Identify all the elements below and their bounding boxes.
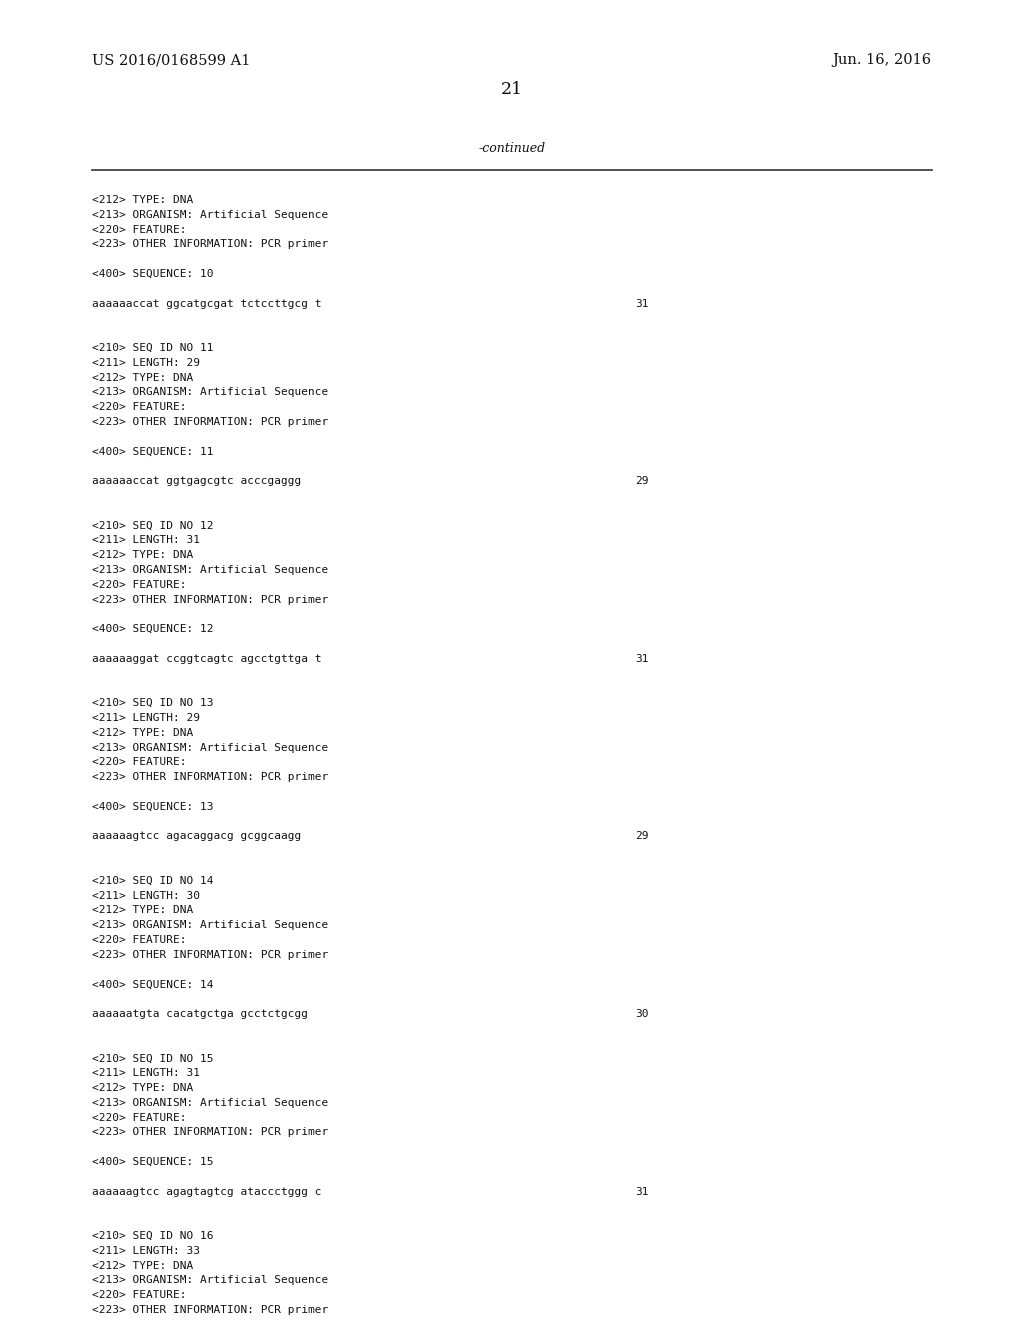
Text: <400> SEQUENCE: 10: <400> SEQUENCE: 10 [92, 269, 214, 279]
Text: 31: 31 [635, 1187, 648, 1197]
Text: <223> OTHER INFORMATION: PCR primer: <223> OTHER INFORMATION: PCR primer [92, 1127, 329, 1138]
Text: <211> LENGTH: 30: <211> LENGTH: 30 [92, 891, 200, 900]
Text: <211> LENGTH: 33: <211> LENGTH: 33 [92, 1246, 200, 1255]
Text: aaaaaaggat ccggtcagtc agcctgttga t: aaaaaaggat ccggtcagtc agcctgttga t [92, 653, 322, 664]
Text: <223> OTHER INFORMATION: PCR primer: <223> OTHER INFORMATION: PCR primer [92, 1305, 329, 1315]
Text: <210> SEQ ID NO 15: <210> SEQ ID NO 15 [92, 1053, 214, 1064]
Text: <210> SEQ ID NO 12: <210> SEQ ID NO 12 [92, 520, 214, 531]
Text: <400> SEQUENCE: 13: <400> SEQUENCE: 13 [92, 801, 214, 812]
Text: 30: 30 [635, 1008, 648, 1019]
Text: <213> ORGANISM: Artificial Sequence: <213> ORGANISM: Artificial Sequence [92, 210, 329, 220]
Text: 29: 29 [635, 832, 648, 841]
Text: <223> OTHER INFORMATION: PCR primer: <223> OTHER INFORMATION: PCR primer [92, 594, 329, 605]
Text: <213> ORGANISM: Artificial Sequence: <213> ORGANISM: Artificial Sequence [92, 1275, 329, 1286]
Text: <223> OTHER INFORMATION: PCR primer: <223> OTHER INFORMATION: PCR primer [92, 950, 329, 960]
Text: <212> TYPE: DNA: <212> TYPE: DNA [92, 550, 194, 560]
Text: <400> SEQUENCE: 15: <400> SEQUENCE: 15 [92, 1158, 214, 1167]
Text: <400> SEQUENCE: 12: <400> SEQUENCE: 12 [92, 624, 214, 634]
Text: <211> LENGTH: 31: <211> LENGTH: 31 [92, 1068, 200, 1078]
Text: <210> SEQ ID NO 16: <210> SEQ ID NO 16 [92, 1232, 214, 1241]
Text: <212> TYPE: DNA: <212> TYPE: DNA [92, 1261, 194, 1271]
Text: <213> ORGANISM: Artificial Sequence: <213> ORGANISM: Artificial Sequence [92, 387, 329, 397]
Text: <220> FEATURE:: <220> FEATURE: [92, 935, 186, 945]
Text: aaaaaaccat ggtgagcgtc acccgaggg: aaaaaaccat ggtgagcgtc acccgaggg [92, 477, 301, 486]
Text: aaaaaagtcc agacaggacg gcggcaagg: aaaaaagtcc agacaggacg gcggcaagg [92, 832, 301, 841]
Text: 31: 31 [635, 653, 648, 664]
Text: <220> FEATURE:: <220> FEATURE: [92, 1290, 186, 1300]
Text: <220> FEATURE:: <220> FEATURE: [92, 403, 186, 412]
Text: <213> ORGANISM: Artificial Sequence: <213> ORGANISM: Artificial Sequence [92, 565, 329, 576]
Text: <212> TYPE: DNA: <212> TYPE: DNA [92, 1082, 194, 1093]
Text: <223> OTHER INFORMATION: PCR primer: <223> OTHER INFORMATION: PCR primer [92, 239, 329, 249]
Text: <211> LENGTH: 29: <211> LENGTH: 29 [92, 358, 200, 368]
Text: <212> TYPE: DNA: <212> TYPE: DNA [92, 727, 194, 738]
Text: <213> ORGANISM: Artificial Sequence: <213> ORGANISM: Artificial Sequence [92, 1098, 329, 1107]
Text: Jun. 16, 2016: Jun. 16, 2016 [833, 53, 932, 67]
Text: <220> FEATURE:: <220> FEATURE: [92, 1113, 186, 1122]
Text: <220> FEATURE:: <220> FEATURE: [92, 224, 186, 235]
Text: <212> TYPE: DNA: <212> TYPE: DNA [92, 906, 194, 915]
Text: -continued: -continued [478, 141, 546, 154]
Text: aaaaaagtcc agagtagtcg ataccctggg c: aaaaaagtcc agagtagtcg ataccctggg c [92, 1187, 322, 1197]
Text: <210> SEQ ID NO 14: <210> SEQ ID NO 14 [92, 875, 214, 886]
Text: aaaaaatgta cacatgctga gcctctgcgg: aaaaaatgta cacatgctga gcctctgcgg [92, 1008, 308, 1019]
Text: 29: 29 [635, 477, 648, 486]
Text: <211> LENGTH: 29: <211> LENGTH: 29 [92, 713, 200, 723]
Text: US 2016/0168599 A1: US 2016/0168599 A1 [92, 53, 251, 67]
Text: <400> SEQUENCE: 14: <400> SEQUENCE: 14 [92, 979, 214, 990]
Text: <212> TYPE: DNA: <212> TYPE: DNA [92, 372, 194, 383]
Text: <400> SEQUENCE: 11: <400> SEQUENCE: 11 [92, 446, 214, 457]
Text: <223> OTHER INFORMATION: PCR primer: <223> OTHER INFORMATION: PCR primer [92, 772, 329, 783]
Text: <220> FEATURE:: <220> FEATURE: [92, 758, 186, 767]
Text: 31: 31 [635, 298, 648, 309]
Text: <213> ORGANISM: Artificial Sequence: <213> ORGANISM: Artificial Sequence [92, 920, 329, 931]
Text: <210> SEQ ID NO 13: <210> SEQ ID NO 13 [92, 698, 214, 709]
Text: <223> OTHER INFORMATION: PCR primer: <223> OTHER INFORMATION: PCR primer [92, 417, 329, 426]
Text: <220> FEATURE:: <220> FEATURE: [92, 579, 186, 590]
Text: <211> LENGTH: 31: <211> LENGTH: 31 [92, 536, 200, 545]
Text: 21: 21 [501, 82, 523, 99]
Text: <213> ORGANISM: Artificial Sequence: <213> ORGANISM: Artificial Sequence [92, 743, 329, 752]
Text: <210> SEQ ID NO 11: <210> SEQ ID NO 11 [92, 343, 214, 352]
Text: aaaaaaccat ggcatgcgat tctccttgcg t: aaaaaaccat ggcatgcgat tctccttgcg t [92, 298, 322, 309]
Text: <212> TYPE: DNA: <212> TYPE: DNA [92, 195, 194, 205]
